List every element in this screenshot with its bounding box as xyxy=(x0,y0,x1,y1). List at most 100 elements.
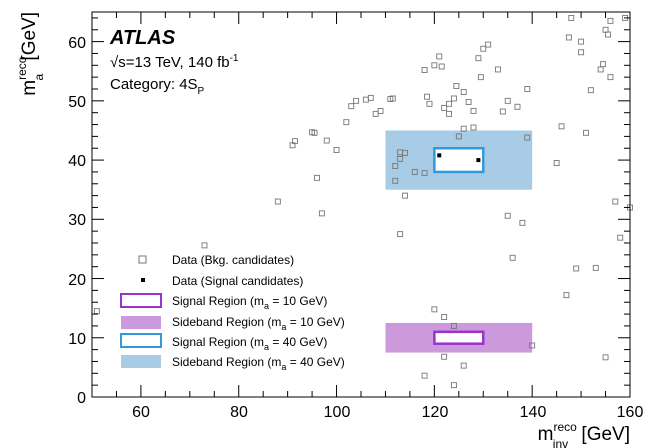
y-axis-title: mreco a [GeV] xyxy=(15,12,46,96)
data-point-bkg xyxy=(314,174,320,181)
data-point-bkg xyxy=(583,129,589,136)
data-point-bkg xyxy=(460,362,467,369)
data-point-bkg xyxy=(480,45,487,52)
data-point-bkg xyxy=(578,38,585,45)
y-tick-60: 60 xyxy=(68,35,86,52)
data-point-bkg xyxy=(602,354,609,361)
data-point-bkg xyxy=(485,41,492,48)
data-point-bkg xyxy=(431,62,438,69)
legend-label-signal-10-tail: = 10 GeV) xyxy=(269,294,327,308)
data-point-bkg xyxy=(477,74,484,81)
legend-label-signal-10-sub: a xyxy=(264,301,269,311)
y-tick-20: 20 xyxy=(68,272,86,289)
data-point-bkg xyxy=(529,342,536,349)
x-tick-60: 60 xyxy=(132,404,150,421)
data-point-bkg xyxy=(431,306,438,313)
data-point-bkg xyxy=(450,95,457,102)
legend-label-sig: Data (Signal candidates) xyxy=(172,274,303,288)
data-point-bkg xyxy=(372,110,379,117)
data-point-bkg xyxy=(274,198,281,205)
y-tick-50: 50 xyxy=(68,94,86,111)
y-axis-title-sub: a xyxy=(32,74,46,81)
data-point-bkg xyxy=(367,94,374,101)
data-point-bkg xyxy=(343,119,350,126)
data-point-bkg xyxy=(411,168,418,175)
x-tick-100: 100 xyxy=(324,404,351,421)
data-point-bkg xyxy=(438,63,445,70)
data-point-bkg xyxy=(436,53,443,60)
data-point-bkg xyxy=(602,26,609,33)
ticks-layer xyxy=(91,12,631,398)
legend-label-signal-40-sub: a xyxy=(264,342,269,352)
data-point-bkg xyxy=(318,210,325,217)
data-point-bkg xyxy=(311,129,318,136)
legend-label-sideband-10-tail: = 10 GeV) xyxy=(286,315,344,329)
data-point-bkg xyxy=(494,66,501,73)
x-axis-title: mreco inv [GeV] xyxy=(538,420,630,448)
data-point-bkg xyxy=(605,31,611,38)
data-point-bkg xyxy=(201,242,208,249)
data-point-bkg xyxy=(600,61,607,68)
legend-label-sideband-40-tail: = 40 GeV) xyxy=(286,355,344,369)
data-point-bkg xyxy=(460,125,467,132)
x-axis-title-unit: [GeV] xyxy=(576,424,630,445)
legend-marker-sideband-10 xyxy=(121,316,161,329)
x-axis-title-main: m xyxy=(538,424,554,445)
data-point-bkg xyxy=(592,264,599,271)
data-point-bkg xyxy=(563,292,570,299)
legend-label-signal-40-tail: = 40 GeV) xyxy=(269,335,327,349)
energy-sqrt: √s xyxy=(110,54,126,71)
data-point-bkg xyxy=(402,150,408,156)
legend-label-sideband-40-sub: a xyxy=(281,362,286,372)
data-point-bkg xyxy=(504,212,511,219)
data-point-bkg xyxy=(504,97,511,104)
data-point-bkg xyxy=(446,110,452,117)
y-tick-10: 10 xyxy=(68,331,86,348)
data-point-bkg xyxy=(455,133,462,140)
data-point-bkg xyxy=(587,87,594,94)
data-point-bkg xyxy=(421,372,428,379)
data-point-bkg xyxy=(292,138,298,145)
data-point-bkg xyxy=(441,314,448,320)
data-point-bkg xyxy=(402,192,408,199)
x-tick-160: 160 xyxy=(617,404,644,421)
data-point-bkg xyxy=(389,95,396,102)
y-axis-title-main: m xyxy=(19,80,40,96)
data-point-bkg xyxy=(424,93,430,100)
y-tick-40: 40 xyxy=(68,153,86,170)
y-axis-title-sup: reco xyxy=(15,56,29,80)
legend: Data (Bkg. candidates) Data (Signal cand… xyxy=(120,253,345,372)
x-axis-title-sup: reco xyxy=(553,420,577,434)
data-point-bkg xyxy=(524,134,531,141)
legend-label-sideband-10: Sideband Region (ma = 10 GeV) xyxy=(172,315,345,332)
data-point-signal xyxy=(476,158,481,163)
legend-marker-bkg xyxy=(138,255,147,264)
data-point-bkg xyxy=(565,34,572,41)
legend-label-sideband-10-sub: a xyxy=(281,322,286,332)
data-point-bkg xyxy=(475,55,482,62)
data-point-bkg xyxy=(421,67,428,73)
legend-label-bkg: Data (Bkg. candidates) xyxy=(172,253,294,267)
atlas-label: ATLAS xyxy=(109,27,176,49)
data-point-bkg xyxy=(441,105,448,111)
data-point-bkg xyxy=(460,89,467,95)
data-point-bkg xyxy=(578,49,585,56)
data-point-bkg xyxy=(617,234,624,241)
data-point-bkg xyxy=(397,155,404,162)
data-point-bkg xyxy=(553,160,560,166)
regions-layer xyxy=(385,130,533,353)
data-point-bkg xyxy=(397,231,404,238)
legend-marker-sideband-40 xyxy=(121,355,161,368)
legend-marker-signal-40 xyxy=(120,333,162,348)
data-point-bkg xyxy=(93,308,100,315)
legend-label-signal-40-main: Signal Region (m xyxy=(172,335,264,349)
x-axis-title-sub: inv xyxy=(553,437,568,448)
data-point-bkg xyxy=(573,265,580,272)
data-point-bkg xyxy=(524,86,531,92)
legend-label-sideband-40-main: Sideband Region (m xyxy=(172,355,281,369)
x-tick-80: 80 xyxy=(230,404,248,421)
y-axis-title-unit: [GeV] xyxy=(19,12,40,66)
category-label: Category: 4SP xyxy=(110,76,205,97)
legend-label-signal-10: Signal Region (ma = 10 GeV) xyxy=(172,294,327,311)
category-sub: P xyxy=(198,86,205,97)
